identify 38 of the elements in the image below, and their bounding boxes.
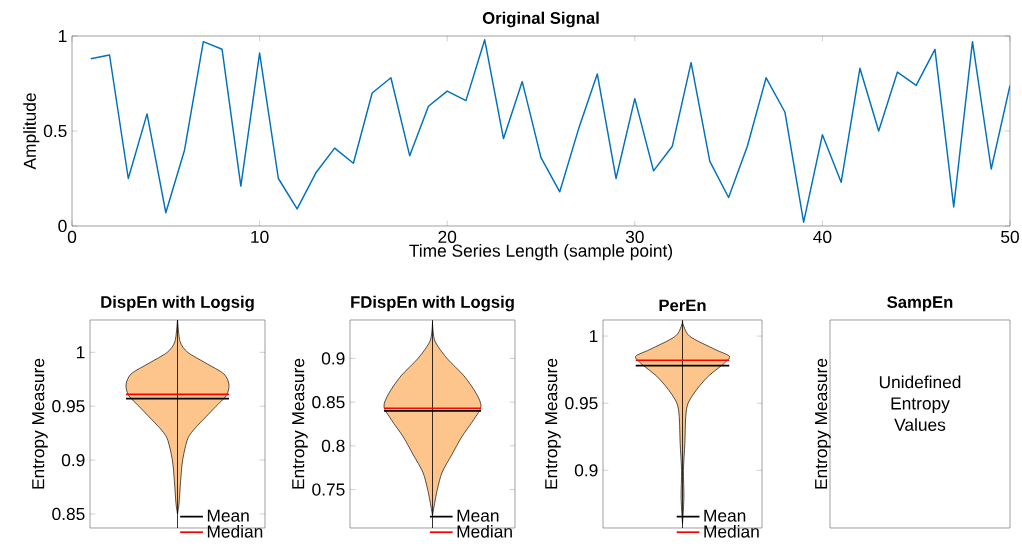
x-tick-label: 50 [1001, 230, 1019, 243]
x-axis-title: Time Series Length (sample point) [409, 244, 673, 261]
legend-label: Median [207, 524, 263, 538]
y-tick-label: 0.85 [312, 396, 345, 409]
x-tick-label: 10 [251, 230, 269, 243]
y-tick-label: 0.9 [61, 453, 85, 467]
line-series [90, 39, 1010, 223]
y-axis-title: Entropy Measure [292, 358, 308, 489]
y-tick-label: 0.9 [574, 464, 598, 477]
y-tick-label: 1 [76, 346, 85, 359]
legend-label: Mean [704, 509, 746, 522]
y-axis-title: Entropy Measure [545, 358, 561, 489]
y-tick-label: 0 [58, 219, 67, 233]
y-axis-title: Amplitude [23, 93, 40, 170]
chart-title: PerEn [659, 299, 706, 312]
y-tick-label: 0.95 [52, 400, 85, 413]
x-tick-label: 20 [438, 230, 457, 243]
x-tick-label: 40 [813, 230, 832, 243]
text: Entropy Measure [815, 358, 831, 489]
text: Unidefined Entropy Values [879, 375, 961, 431]
y-tick-label: 0.9 [321, 352, 345, 365]
y-tick-label: 0.85 [52, 507, 85, 521]
legend-label: Median [457, 524, 512, 538]
legend-label: Mean [207, 509, 249, 522]
x-tick-label: 30 [625, 230, 644, 243]
y-tick-label: 0.95 [565, 397, 598, 410]
chart-title: FDispEn with Logsig [351, 295, 514, 312]
y-tick-label: 0.5 [43, 124, 67, 138]
y-tick-label: 1 [589, 330, 598, 343]
y-tick-label: 0.8 [321, 439, 345, 452]
y-axis-title: Entropy Measure [32, 358, 48, 489]
chart-title: DispEn with Logsig [101, 295, 254, 312]
legend-label: Mean [457, 509, 499, 522]
text: SampEn [887, 296, 953, 312]
legend-label: Median [704, 524, 759, 538]
y-tick-label: 0.75 [312, 483, 345, 496]
chart-title: Original Signal [482, 11, 599, 28]
y-tick-label: 1 [58, 30, 67, 42]
